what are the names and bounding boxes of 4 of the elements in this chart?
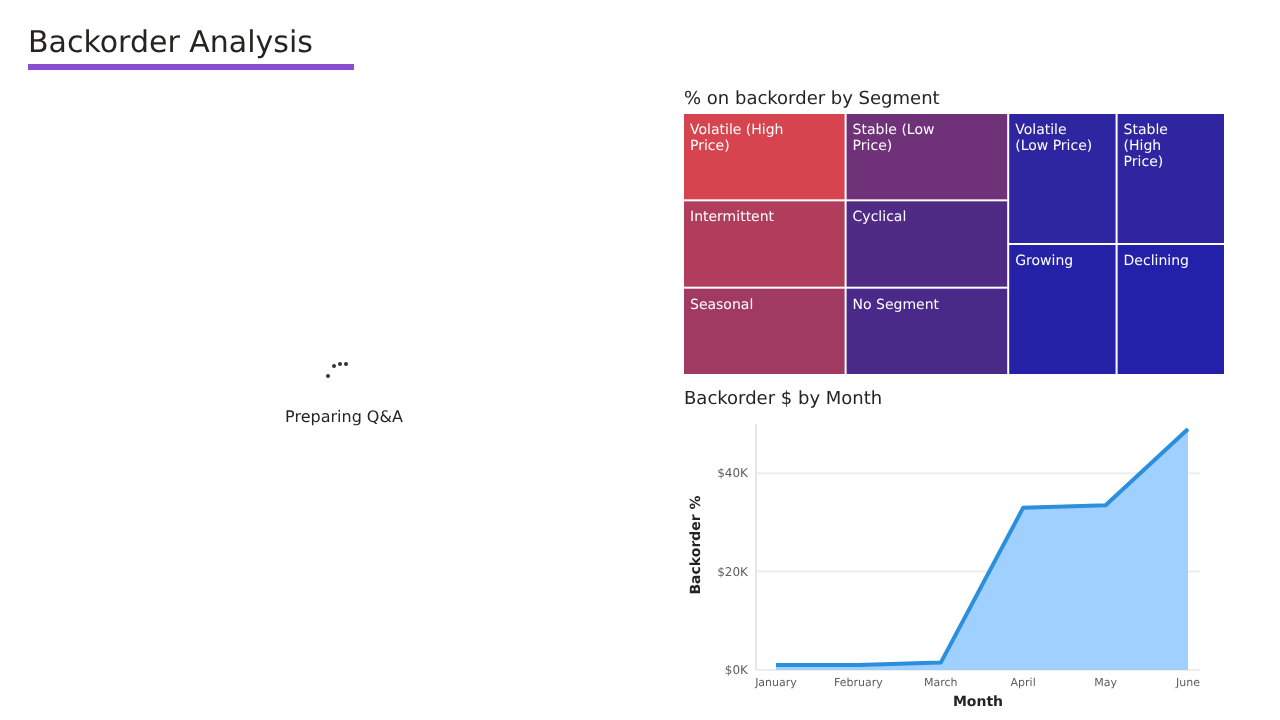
text: Preparing Q&A bbox=[285, 408, 404, 426]
chart-title: Backorder $ by Month bbox=[684, 390, 883, 410]
text: Backorder Analysis bbox=[28, 24, 314, 60]
text: % on backorder by Segment bbox=[684, 90, 941, 110]
